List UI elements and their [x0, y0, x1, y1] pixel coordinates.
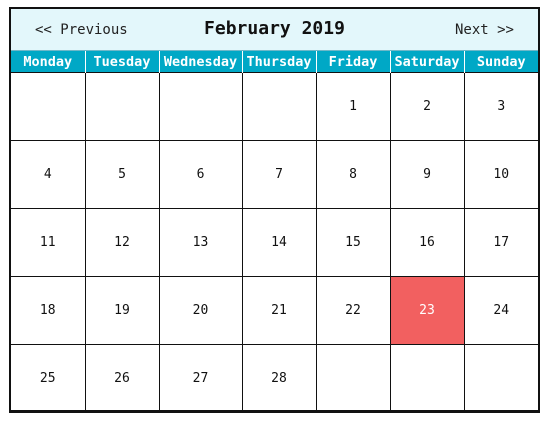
day-cell[interactable]: 6 — [158, 140, 243, 209]
calendar: << Previous February 2019 Next >> Monday… — [9, 7, 540, 413]
empty-day-cell — [463, 344, 538, 412]
week-row: 18 19 20 21 22 23 24 — [11, 276, 538, 345]
weekday-header-row: Monday Tuesday Wednesday Thursday Friday… — [11, 51, 538, 73]
weekday-header: Sunday — [463, 51, 538, 73]
day-cell[interactable]: 14 — [241, 208, 317, 277]
day-cell[interactable]: 8 — [315, 140, 391, 209]
day-cell[interactable]: 21 — [241, 276, 317, 345]
day-cell[interactable]: 22 — [315, 276, 391, 345]
day-cell[interactable]: 28 — [241, 344, 317, 412]
week-row: 4 5 6 7 8 9 10 — [11, 140, 538, 209]
weekday-header: Tuesday — [84, 51, 160, 73]
empty-day-cell — [84, 72, 160, 141]
calendar-header: << Previous February 2019 Next >> — [11, 9, 538, 51]
day-cell[interactable]: 17 — [463, 208, 538, 277]
calendar-grid: Monday Tuesday Wednesday Thursday Friday… — [11, 51, 538, 412]
weekday-header: Friday — [315, 51, 391, 73]
day-cell[interactable]: 16 — [389, 208, 465, 277]
day-cell[interactable]: 15 — [315, 208, 391, 277]
day-cell[interactable]: 19 — [84, 276, 160, 345]
weekday-header: Thursday — [241, 51, 317, 73]
day-cell[interactable]: 1 — [315, 72, 391, 141]
day-cell[interactable]: 27 — [158, 344, 243, 412]
day-cell[interactable]: 18 — [11, 276, 86, 345]
day-cell[interactable]: 7 — [241, 140, 317, 209]
day-cell[interactable]: 20 — [158, 276, 243, 345]
week-row: 25 26 27 28 — [11, 344, 538, 412]
day-cell[interactable]: 5 — [84, 140, 160, 209]
day-cell[interactable]: 25 — [11, 344, 86, 412]
empty-day-cell — [315, 344, 391, 412]
day-cell[interactable]: 2 — [389, 72, 465, 141]
day-cell[interactable]: 3 — [463, 72, 538, 141]
empty-day-cell — [11, 72, 86, 141]
day-cell[interactable]: 12 — [84, 208, 160, 277]
selected-day-cell[interactable]: 23 — [389, 276, 465, 345]
previous-month-button[interactable]: << Previous — [35, 22, 128, 38]
day-cell[interactable]: 9 — [389, 140, 465, 209]
weekday-header: Monday — [11, 51, 86, 73]
day-cell[interactable]: 26 — [84, 344, 160, 412]
empty-day-cell — [389, 344, 465, 412]
next-month-button[interactable]: Next >> — [454, 22, 514, 38]
day-cell[interactable]: 13 — [158, 208, 243, 277]
day-cell[interactable]: 24 — [463, 276, 538, 345]
day-cell[interactable]: 4 — [11, 140, 86, 209]
empty-day-cell — [158, 72, 243, 141]
day-cell[interactable]: 11 — [11, 208, 86, 277]
weekday-header: Wednesday — [158, 51, 243, 73]
empty-day-cell — [241, 72, 317, 141]
day-cell[interactable]: 10 — [463, 140, 538, 209]
week-row: 11 12 13 14 15 16 17 — [11, 208, 538, 277]
weekday-header: Saturday — [389, 51, 465, 73]
